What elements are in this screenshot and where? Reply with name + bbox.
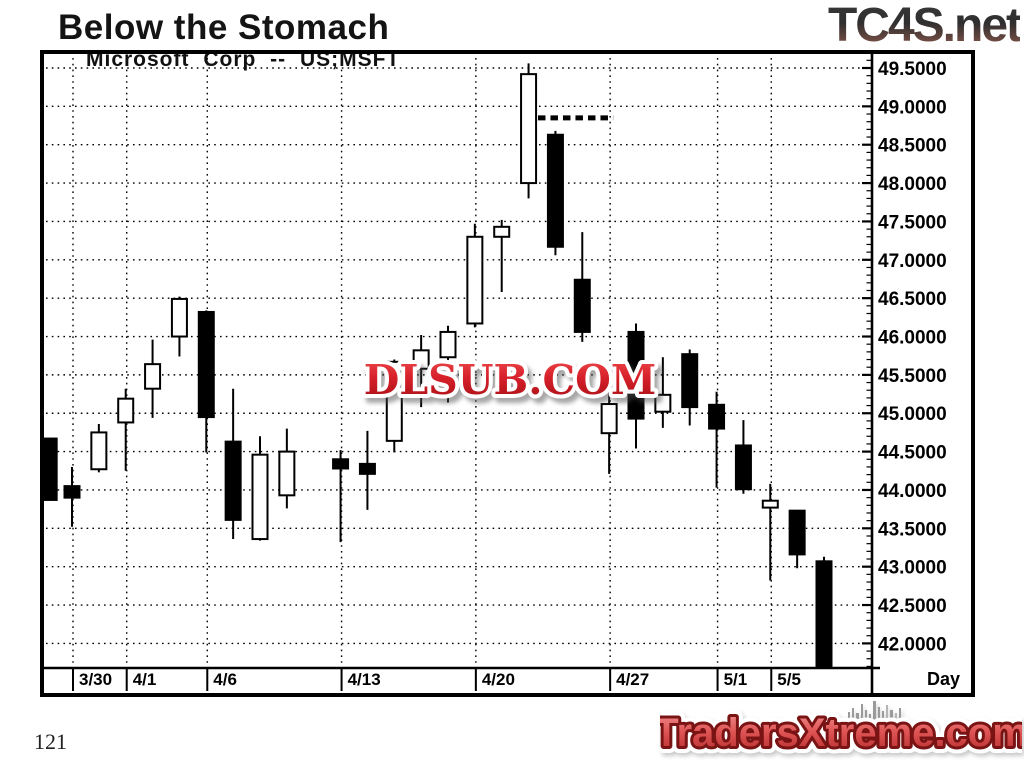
candle-body-3/30 xyxy=(63,485,81,499)
x-axis-date-label: 4/27 xyxy=(616,670,649,689)
candle-body-4/24 xyxy=(573,278,591,333)
candle-body-4/9 xyxy=(278,450,296,497)
x-axis-date-label: 3/30 xyxy=(79,670,112,689)
candle-body-4/16 xyxy=(412,349,430,370)
candle-body-5/6 xyxy=(788,509,806,556)
y-axis-label: 44.5000 xyxy=(878,443,947,464)
x-axis-date-label: 5/1 xyxy=(724,670,748,689)
tradersxtreme-glow: TradersXtreme.com xyxy=(660,711,1022,755)
y-axis-label: 42.0000 xyxy=(878,634,947,655)
y-axis-label: 49.5000 xyxy=(878,59,947,80)
candle-body-4/23 xyxy=(546,133,564,248)
page-title: Below the Stomach xyxy=(58,8,390,47)
page-number: 121 xyxy=(34,729,67,754)
dlsub-watermark-text: DLSUB.COM xyxy=(364,356,656,404)
tc4s-logo: TC4S.net xyxy=(796,0,1022,53)
candle-body-4/6 xyxy=(197,310,215,419)
y-axis-label: 47.0000 xyxy=(878,251,947,272)
x-axis-date-label: 4/20 xyxy=(482,670,515,689)
y-axis-label: 46.0000 xyxy=(878,328,947,349)
price-chart-canvas: 49.5000 49.0000 48.5000 48.0000 47.5000 47.00… xyxy=(44,54,960,693)
x-axis-date-label: 5/5 xyxy=(777,670,801,689)
y-axis-label: 48.0000 xyxy=(878,174,947,195)
candle-body-partial xyxy=(44,437,58,501)
candle-body-3/31 xyxy=(90,431,108,471)
candle-body-4/29 xyxy=(654,393,672,413)
candle-body-4/28 xyxy=(627,330,645,420)
candle-body-4/7 xyxy=(224,440,242,521)
candle-body-4/3 xyxy=(170,297,188,338)
candle-body-4/15 xyxy=(385,360,403,442)
candle-body-4/8 xyxy=(251,453,269,541)
y-axis-label: 43.5000 xyxy=(878,519,947,540)
candle-body-4/30 xyxy=(681,353,699,409)
x-axis-date-label: 4/1 xyxy=(133,670,157,689)
tradersxtreme-text: TradersXtreme.com xyxy=(660,711,1022,755)
candle-body-4/20 xyxy=(466,235,484,325)
candle-body-5/4 xyxy=(734,444,752,491)
candle-body-4/22 xyxy=(520,73,538,185)
x-axis-unit-label: Day xyxy=(927,669,960,689)
y-axis-label: 49.0000 xyxy=(878,97,947,118)
y-axis-label: 48.5000 xyxy=(878,136,947,157)
x-axis-date-label: 4/13 xyxy=(348,670,381,689)
y-axis-label: 42.5000 xyxy=(878,596,947,617)
candle-body-4/21 xyxy=(493,225,511,238)
y-axis-label: 43.0000 xyxy=(878,558,947,579)
candle-body-4/13 xyxy=(332,458,350,470)
y-axis-label: 46.5000 xyxy=(878,289,947,310)
candle-body-5/7 xyxy=(815,560,833,668)
chart-subtitle: Microsoft Corp -- US;MSFT xyxy=(86,48,401,71)
tradersxtreme-logo: TradersXtreme.com TradersXtreme.com Trad… xyxy=(660,701,1022,762)
candle-body-4/17 xyxy=(439,330,457,359)
candle-body-4/27 xyxy=(600,403,618,435)
y-axis-label: 44.0000 xyxy=(878,481,947,502)
candle-body-5/1 xyxy=(708,403,726,430)
candle-body-5/5 xyxy=(761,499,779,509)
candle-body-4/2 xyxy=(144,363,162,390)
city-skyline-icon xyxy=(848,701,901,722)
y-axis-label: 45.5000 xyxy=(878,366,947,387)
tradersxtreme-outline: TradersXtreme.com xyxy=(660,711,1022,755)
dlsub-watermark: DLSUB.COM xyxy=(360,352,660,408)
y-axis-label: 45.0000 xyxy=(878,404,947,425)
y-axis-label: 47.5000 xyxy=(878,212,947,233)
candle-body-4/14 xyxy=(358,462,376,475)
x-axis-date-label: 4/6 xyxy=(213,670,237,689)
candle-body-4/1 xyxy=(117,397,135,424)
